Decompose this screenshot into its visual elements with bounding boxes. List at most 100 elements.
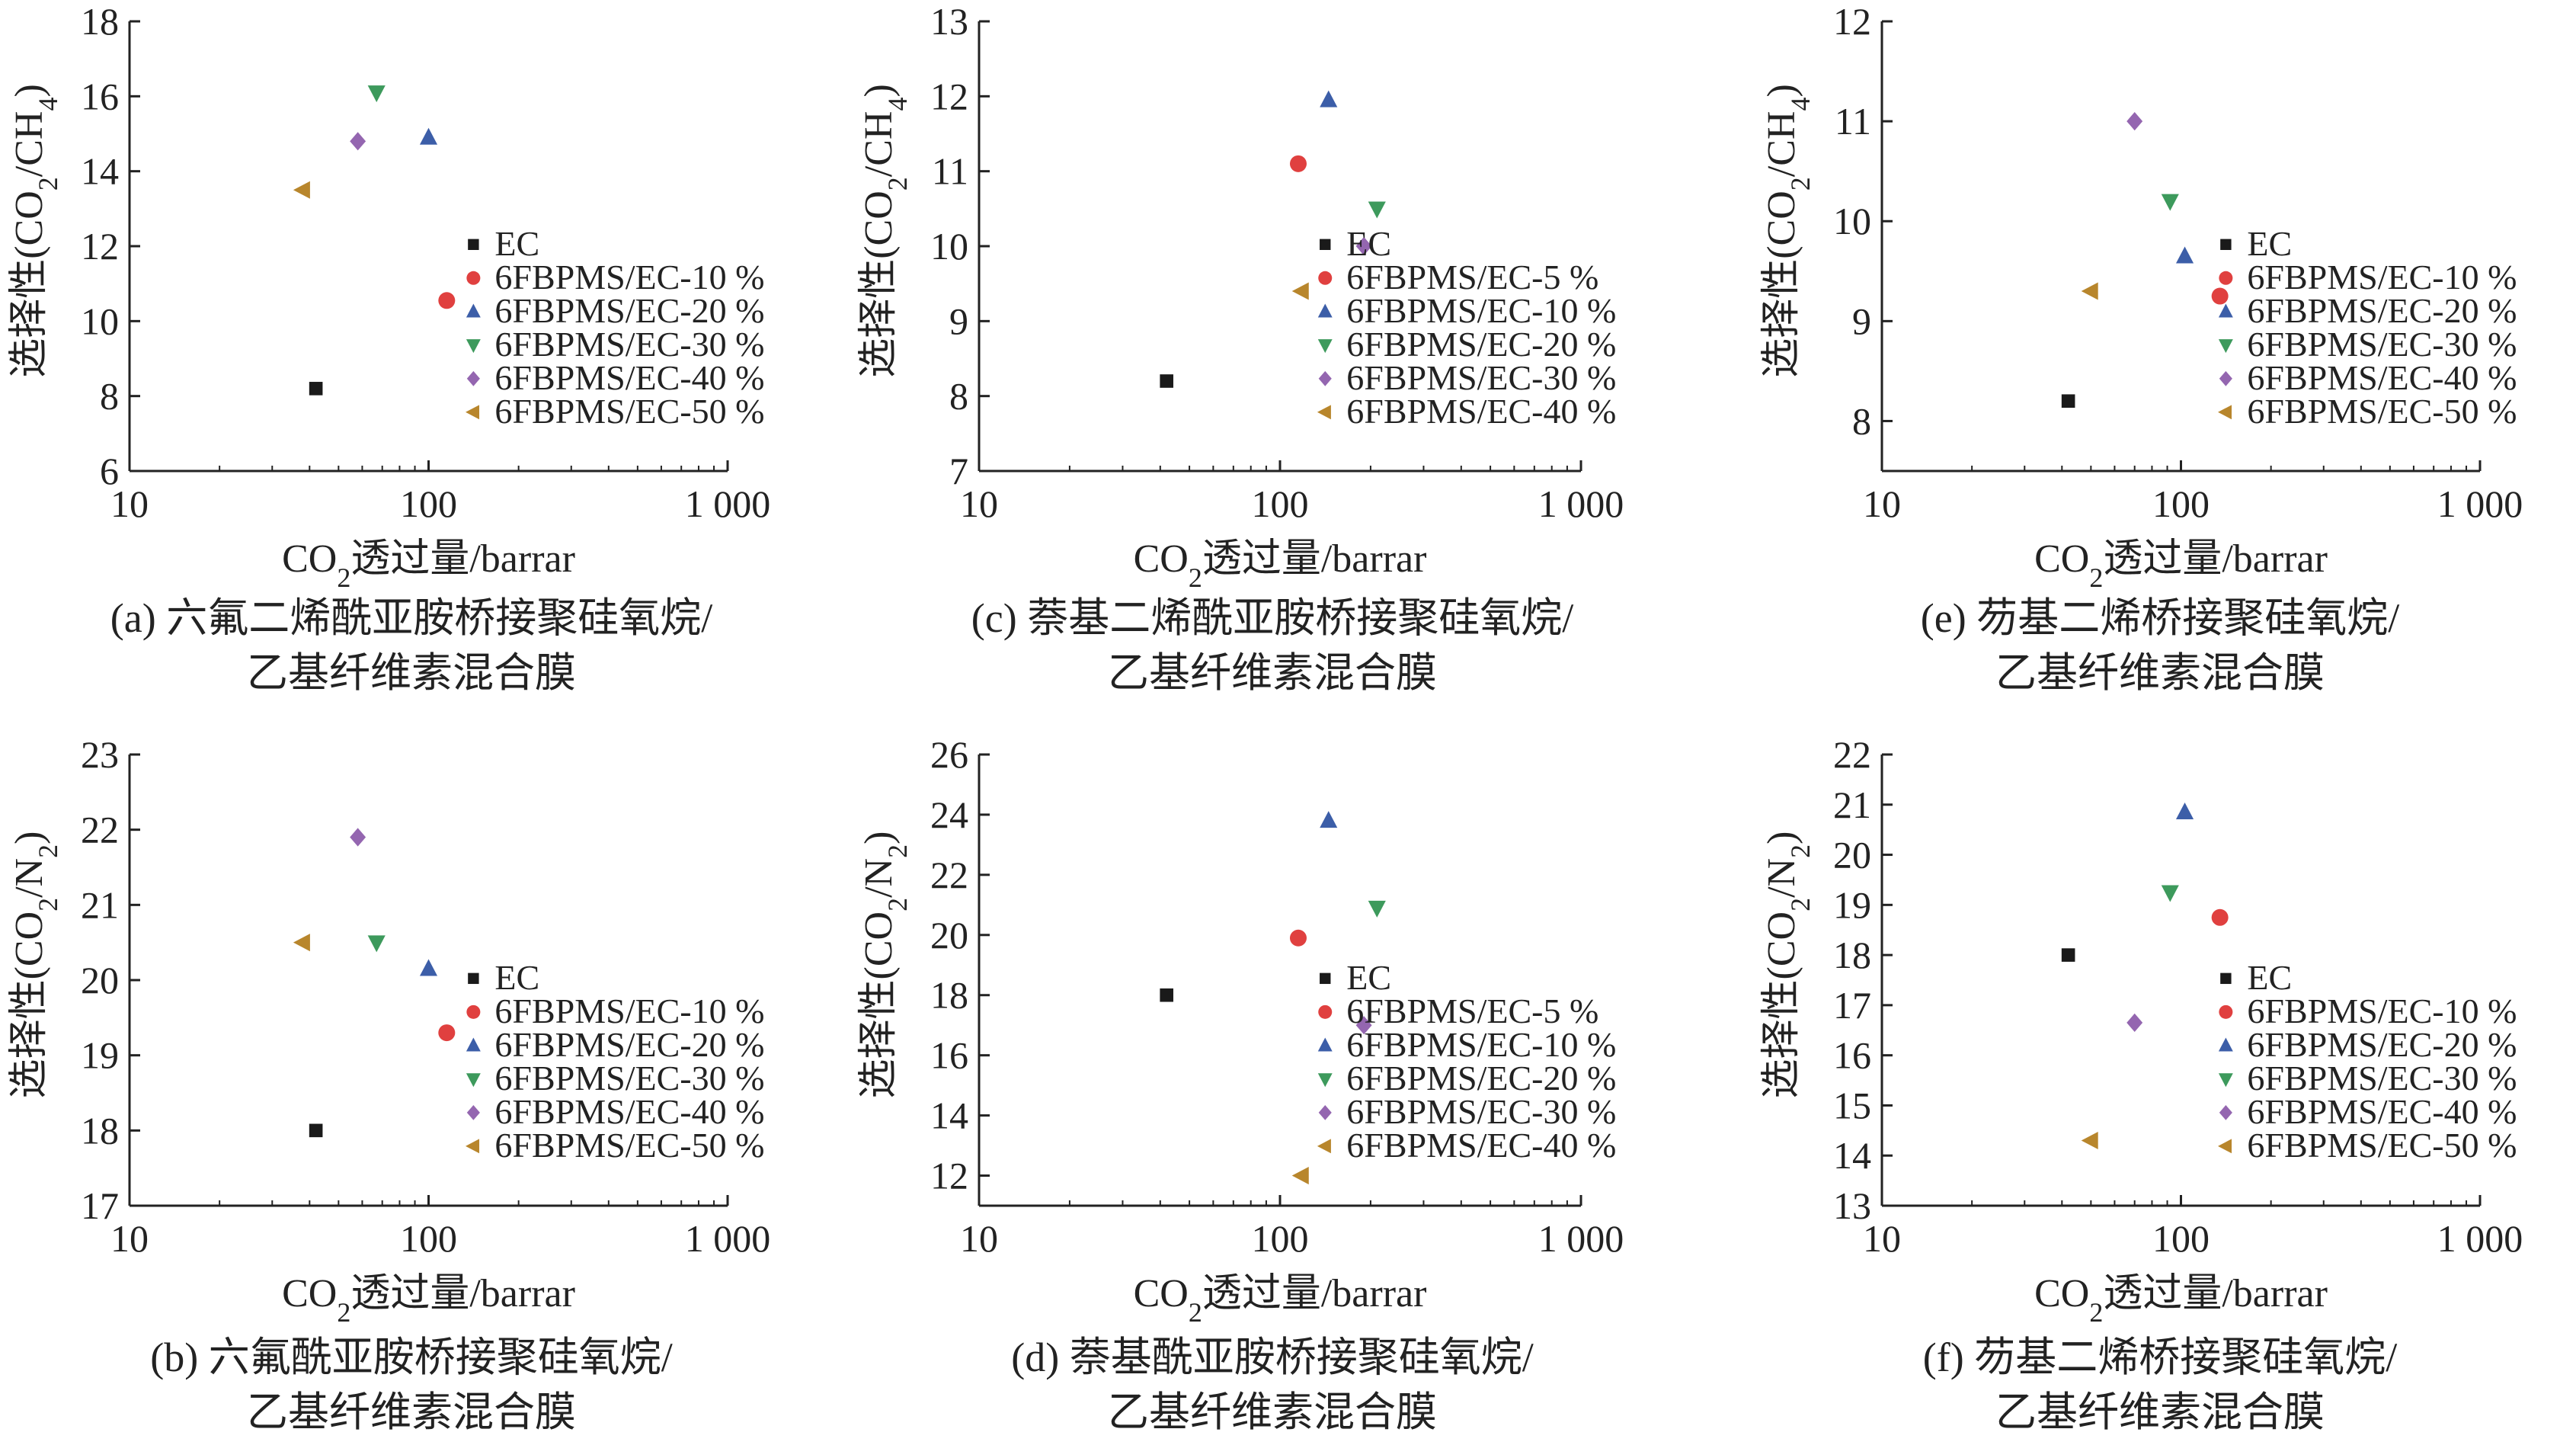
legend-marker <box>2218 339 2233 354</box>
legend-label: 6FBPMS/EC-40 % <box>1346 392 1616 431</box>
y-tick-label: 12 <box>930 1155 968 1197</box>
data-point <box>2126 112 2143 131</box>
caption-c: (c) 萘基二烯酰亚胺桥接聚硅氧烷/ 乙基纤维素混合膜 <box>876 591 1669 700</box>
y-tick-label: 19 <box>1833 883 1871 926</box>
legend-marker <box>2218 405 2232 420</box>
y-tick-label: 20 <box>81 959 119 1001</box>
legend-label: 6FBPMS/EC-10 % <box>2247 258 2517 296</box>
caption-a-line1: (a) 六氟二烯酰亚胺桥接聚硅氧烷/ <box>110 595 713 641</box>
y-tick-label: 20 <box>1833 834 1871 876</box>
y-axis-label: 选择性(CO2/CH4) <box>857 84 913 378</box>
y-axis-label: 选择性(CO2/N2) <box>8 831 63 1099</box>
data-point <box>419 127 438 145</box>
y-tick-label: 11 <box>1835 100 1871 143</box>
caption-d-line2: 乙基纤维素混合膜 <box>1108 1389 1437 1435</box>
y-tick-label: 10 <box>81 300 119 342</box>
y-tick-label: 12 <box>81 225 119 268</box>
legend-label: EC <box>1346 224 1391 263</box>
legend-marker <box>466 1037 481 1052</box>
data-point <box>438 1024 456 1042</box>
legend-marker <box>2219 1004 2233 1019</box>
y-tick-label: 16 <box>81 75 119 117</box>
caption-b-line2: 乙基纤维素混合膜 <box>247 1389 576 1435</box>
legend-marker <box>466 303 481 318</box>
caption-d-line1: (d) 萘基酰亚胺桥接聚硅氧烷/ <box>1011 1334 1534 1380</box>
legend-label: EC <box>494 224 539 263</box>
legend-label: 6FBPMS/EC-10 % <box>1346 291 1616 330</box>
legend-label: EC <box>1346 958 1391 997</box>
data-point <box>419 959 438 976</box>
x-tick-label: 1 000 <box>685 1217 771 1260</box>
caption-b-line1: (b) 六氟酰亚胺桥接聚硅氧烷/ <box>150 1334 673 1380</box>
legend-label: 6FBPMS/EC-10 % <box>2247 992 2517 1030</box>
legend-marker <box>1318 271 1333 285</box>
data-point <box>1355 1016 1372 1035</box>
legend-marker <box>2220 239 2232 250</box>
caption-c-line2: 乙基纤维素混合膜 <box>1108 650 1437 696</box>
data-point <box>367 85 386 103</box>
chart-f: 13 14 15 16 17 18 19 20 21 22 10 100 1 000 CO2透过量/bar… <box>1760 733 2523 1328</box>
y-tick-label: 18 <box>81 1109 119 1152</box>
caption-e: (e) 芴基二烯桥接聚硅氧烷/ 乙基纤维素混合膜 <box>1764 591 2556 700</box>
x-tick-label: 100 <box>2152 482 2210 525</box>
y-tick-label: 17 <box>1833 984 1871 1027</box>
y-tick-label: 14 <box>1833 1134 1871 1177</box>
legend-label: EC <box>2247 224 2292 263</box>
legend-marker <box>466 1004 481 1019</box>
data-point <box>2161 885 2179 902</box>
legend-marker <box>466 1073 481 1088</box>
y-tick-label: 23 <box>81 733 119 776</box>
data-point <box>1320 90 1338 107</box>
legend-label: 6FBPMS/EC-40 % <box>1346 1126 1616 1165</box>
y-tick-label: 6 <box>100 450 119 492</box>
legend-label: 6FBPMS/EC-20 % <box>494 1025 764 1064</box>
caption-c-line1: (c) 萘基二烯酰亚胺桥接聚硅氧烷/ <box>971 595 1574 641</box>
chart-c: 7 8 9 10 11 12 13 10 100 1 000 CO2透过量/barrar 选择性(CO… <box>857 0 1624 593</box>
legend-marker <box>466 1139 480 1154</box>
data-point <box>1368 201 1386 219</box>
legend-label: 6FBPMS/EC-10 % <box>494 992 764 1030</box>
legend-marker <box>466 405 480 420</box>
legend-marker <box>466 339 481 354</box>
legend-marker <box>1318 1104 1332 1120</box>
y-tick-label: 16 <box>1833 1034 1871 1077</box>
legend-marker <box>2219 1104 2232 1120</box>
data-point <box>1160 374 1173 388</box>
data-point <box>2126 1013 2143 1033</box>
data-point <box>1160 988 1173 1002</box>
y-tick-label: 18 <box>930 974 968 1017</box>
legend-marker <box>466 271 481 285</box>
x-axis-label: CO2透过量/barrar <box>2034 537 2328 593</box>
data-point <box>2061 394 2075 409</box>
legend-label: 6FBPMS/EC-30 % <box>2247 1059 2517 1097</box>
legend-label: 6FBPMS/EC-40 % <box>494 358 764 397</box>
legend-label: 6FBPMS/EC-20 % <box>1346 1059 1616 1097</box>
x-tick-label: 10 <box>110 1217 149 1260</box>
data-point <box>1355 236 1372 256</box>
x-tick-label: 100 <box>400 482 457 525</box>
legend-marker <box>1318 370 1332 386</box>
legend-marker <box>1318 1004 1333 1019</box>
data-point <box>309 1123 323 1138</box>
x-axis-label: CO2透过量/barrar <box>282 537 575 593</box>
legend-label: 6FBPMS/EC-40 % <box>494 1092 764 1131</box>
caption-a: (a) 六氟二烯酰亚胺桥接聚硅氧烷/ 乙基纤维素混合膜 <box>15 591 808 700</box>
x-tick-label: 10 <box>1863 482 1901 525</box>
legend-marker <box>2218 1139 2232 1154</box>
y-tick-label: 9 <box>1852 300 1871 342</box>
legend-marker <box>2219 370 2232 386</box>
x-tick-label: 1 000 <box>2437 1217 2523 1260</box>
caption-e-line2: 乙基纤维素混合膜 <box>1995 650 2325 696</box>
y-tick-label: 22 <box>1833 733 1871 776</box>
legend-marker <box>468 239 479 250</box>
y-tick-label: 12 <box>930 75 968 117</box>
x-tick-label: 10 <box>110 482 149 525</box>
data-point <box>2211 908 2229 926</box>
legend-label: 6FBPMS/EC-50 % <box>2247 392 2517 431</box>
y-tick-label: 10 <box>930 225 968 268</box>
y-tick-label: 24 <box>930 793 968 836</box>
legend-marker <box>1320 239 1331 250</box>
legend-marker <box>1317 1139 1331 1154</box>
